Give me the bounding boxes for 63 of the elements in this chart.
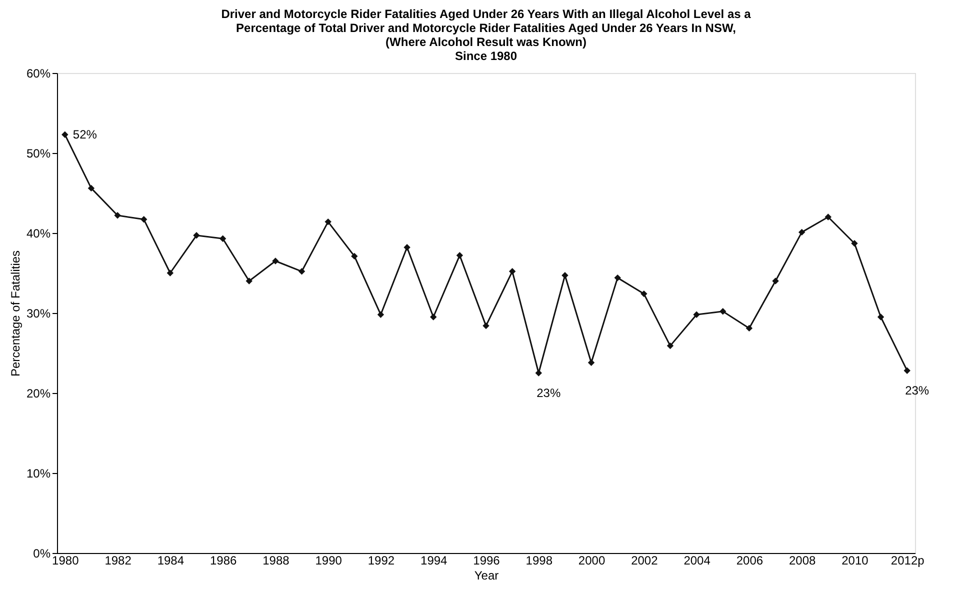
y-tick-label: 10% bbox=[26, 466, 51, 480]
point bbox=[482, 322, 490, 330]
point bbox=[904, 367, 910, 374]
x-tick-label: 1994 bbox=[420, 554, 448, 568]
point bbox=[562, 272, 568, 279]
y-tick-label: 0% bbox=[33, 546, 51, 560]
y-axis-title: Percentage of Fatalities bbox=[8, 250, 22, 377]
y-tick-label: 30% bbox=[26, 306, 51, 320]
x-tick-label: 1998 bbox=[526, 554, 553, 568]
point bbox=[166, 270, 174, 276]
point bbox=[62, 131, 68, 138]
point bbox=[508, 268, 516, 275]
x-tick-label: 2010 bbox=[842, 554, 869, 568]
x-tick-label: 1990 bbox=[315, 554, 342, 568]
x-tick-label: 1984 bbox=[157, 554, 184, 568]
point bbox=[614, 274, 621, 282]
point bbox=[298, 268, 306, 275]
x-tick-label: 1988 bbox=[262, 554, 290, 568]
point bbox=[193, 232, 200, 239]
x-tick-label: 1986 bbox=[210, 554, 237, 568]
x-tick-label: 2006 bbox=[736, 554, 764, 568]
point bbox=[430, 314, 437, 320]
point bbox=[877, 314, 884, 320]
point bbox=[772, 278, 779, 284]
point bbox=[824, 214, 832, 220]
annotation: 52% bbox=[72, 128, 98, 142]
point bbox=[640, 290, 648, 298]
point bbox=[351, 252, 358, 260]
point bbox=[377, 311, 384, 318]
x-axis-title: Year bbox=[474, 568, 499, 582]
x-tick-label: 1982 bbox=[104, 554, 132, 568]
point bbox=[140, 216, 148, 223]
point bbox=[404, 244, 410, 251]
point bbox=[219, 235, 226, 242]
chart-title: Driver and Motorcycle Rider Fatalities Aged Under 26 Years With an Illegal Alcohol Level as a Percentage of Total Driver and Motorcycle Rider Fatalities Aged Under 26 Years In NSW, (Where Alcohol Result was Known) Since 1980 bbox=[221, 7, 752, 63]
point bbox=[246, 278, 252, 284]
x-tick-label: 1980 bbox=[52, 554, 80, 568]
annotation: 23% bbox=[536, 386, 561, 400]
point bbox=[324, 218, 332, 226]
annotation: 23% bbox=[905, 384, 930, 398]
point bbox=[666, 342, 674, 350]
x-tick-label: 2002 bbox=[631, 554, 658, 568]
x-tick-label: 2004 bbox=[684, 554, 711, 568]
y-tick-label: 60% bbox=[26, 66, 51, 80]
x-tick-label: 1996 bbox=[473, 554, 500, 568]
point bbox=[746, 324, 753, 332]
point bbox=[851, 240, 858, 247]
y-tick-label: 50% bbox=[26, 146, 51, 160]
x-tick-label: 2012p bbox=[890, 554, 925, 568]
point bbox=[798, 228, 806, 236]
point bbox=[456, 252, 464, 259]
point bbox=[88, 184, 95, 192]
x-tick-label: 2000 bbox=[578, 554, 606, 568]
x-tick-label: 1992 bbox=[368, 554, 395, 568]
point bbox=[720, 308, 726, 315]
point bbox=[272, 258, 279, 264]
point bbox=[535, 370, 542, 376]
y-tick-label: 40% bbox=[26, 226, 51, 240]
y-tick-label: 20% bbox=[26, 386, 51, 400]
point bbox=[114, 212, 121, 219]
point bbox=[588, 359, 595, 366]
point bbox=[693, 311, 700, 318]
x-tick-label: 2008 bbox=[788, 554, 816, 568]
